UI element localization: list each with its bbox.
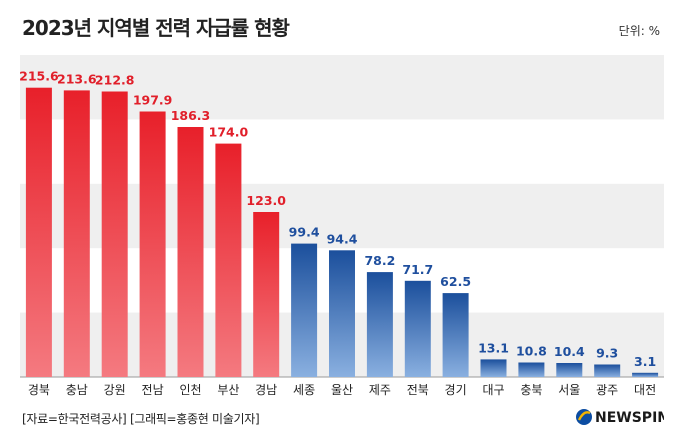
bar-세종 [291,243,318,377]
value-label: 10.4 [554,344,585,359]
bar-대전 [632,372,659,377]
value-label: 62.5 [440,274,471,289]
bar-인천 [177,127,204,377]
bar-대구 [480,359,507,377]
category-label: 강원 [104,383,126,397]
category-label: 경기 [445,383,467,397]
category-label: 전북 [407,383,429,397]
newspim-logo: NEWSPIM [576,409,664,426]
value-label: 3.1 [634,354,656,369]
value-label: 13.1 [478,340,509,355]
category-label: 충북 [520,383,542,397]
value-label: 123.0 [246,193,286,208]
value-label: 212.8 [95,73,135,88]
category-label: 전남 [142,383,164,397]
logo-text: NEWSPIM [595,410,664,426]
category-label: 충남 [66,383,88,397]
category-label: 경북 [28,383,50,397]
category-label: 광주 [596,383,618,397]
bar-경남 [253,212,280,377]
value-label: 174.0 [209,125,249,140]
value-label: 186.3 [171,108,211,123]
value-label: 78.2 [364,253,395,268]
category-label: 부산 [217,383,239,397]
bar-전북 [404,280,431,377]
category-label: 제주 [369,383,391,397]
value-label: 197.9 [133,93,173,108]
bar-부산 [215,143,242,377]
bar-광주 [594,364,621,377]
category-label: 세종 [293,383,315,397]
unit-label: 단위: % [618,24,660,38]
logo-mark-icon [576,409,592,425]
source-credit: [자료=한국전력공사] [그래픽=홍종현 미술기자] [22,412,260,426]
bar-제주 [366,272,393,377]
category-label: 서울 [558,383,580,397]
bar-서울 [556,363,583,377]
value-label: 94.4 [327,231,358,246]
bar-경기 [442,293,469,377]
value-label: 213.6 [57,71,97,86]
value-label: 9.3 [596,346,618,361]
category-label: 경남 [255,383,277,397]
value-label: 71.7 [402,262,433,277]
bar-경북 [25,87,52,377]
bar-충남 [63,90,90,378]
chart-title: 2023년 지역별 전력 자급률 현황 [22,16,290,40]
category-label: 인천 [179,382,201,397]
bar-강원 [101,91,128,377]
value-label: 10.8 [516,344,547,359]
value-label: 215.6 [19,69,59,84]
category-label: 대전 [634,383,656,397]
bar-울산 [329,250,355,377]
bar-전남 [139,111,166,377]
value-label: 99.4 [289,225,320,240]
category-label: 울산 [331,383,353,397]
category-label: 대구 [482,383,504,397]
bar-충북 [518,362,545,377]
